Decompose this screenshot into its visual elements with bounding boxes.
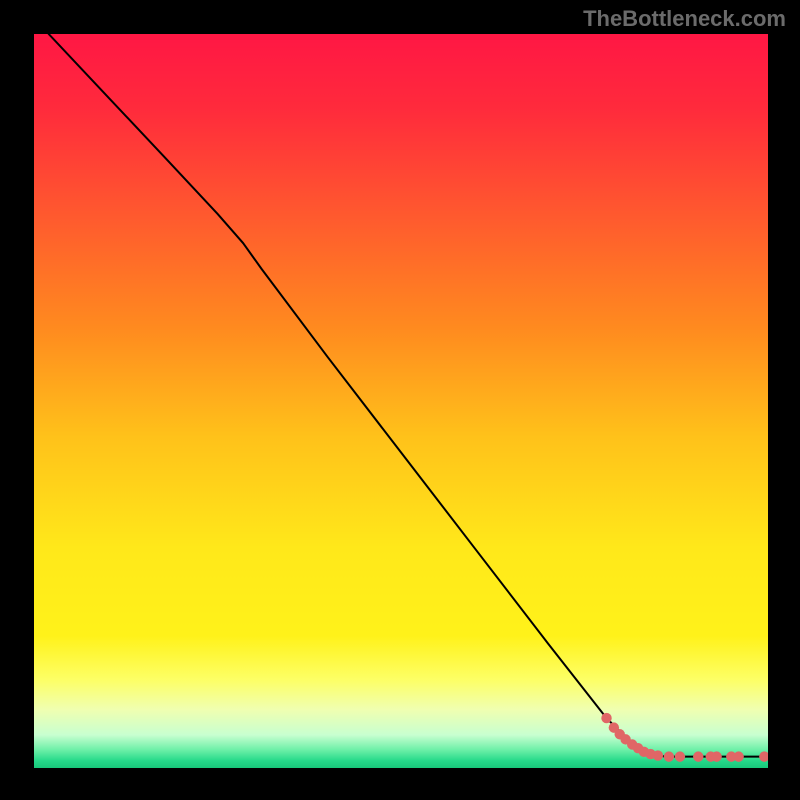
data-marker [664, 751, 674, 761]
data-marker [711, 751, 721, 761]
data-marker [653, 750, 663, 760]
plot-area [34, 34, 768, 768]
watermark-text: TheBottleneck.com [583, 6, 786, 32]
data-marker [733, 751, 743, 761]
chart-stage: TheBottleneck.com [0, 0, 800, 800]
plot-background [34, 34, 768, 768]
data-marker [675, 751, 685, 761]
data-marker [693, 751, 703, 761]
plot-svg [34, 34, 768, 768]
data-marker [601, 713, 611, 723]
